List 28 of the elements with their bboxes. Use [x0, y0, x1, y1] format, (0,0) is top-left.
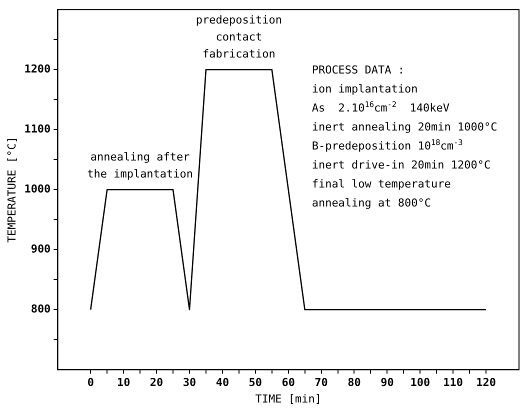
x-tick-label: 120: [476, 376, 496, 390]
annotation: inert drive-in 20min 1200°C: [312, 158, 491, 172]
x-tick-label: 10: [116, 376, 130, 390]
y-tick-label: 1200: [24, 62, 51, 76]
y-axis-title: TEMPERATURE [°C]: [5, 136, 18, 243]
x-tick-label: 50: [248, 376, 262, 390]
x-tick-label: 60: [282, 376, 295, 390]
x-tick-label: 20: [150, 376, 164, 390]
annotation: ion implantation: [312, 82, 418, 96]
y-tick-label: 1100: [24, 122, 51, 136]
y-tick-label: 1000: [24, 182, 51, 196]
x-tick-label: 110: [443, 376, 464, 390]
annotation: annealing at 800°C: [312, 196, 432, 210]
x-axis-title: TIME [min]: [255, 392, 322, 406]
x-tick-label: 80: [348, 376, 361, 390]
x-tick-label: 30: [182, 376, 196, 390]
x-tick-label: 70: [314, 376, 328, 390]
x-tick-label: 40: [216, 376, 230, 390]
y-tick-label: 800: [30, 302, 51, 316]
annotation: final low temperature: [312, 178, 451, 191]
annotation: PROCESS DATA :: [312, 64, 405, 77]
y-tick-label: 900: [30, 242, 51, 256]
annotation: annealing after the implantation: [87, 150, 194, 181]
annotation: predeposition contact fabrication: [196, 14, 282, 61]
x-tick-label: 90: [380, 376, 394, 390]
annotation: inert annealing 20min 1000°C: [312, 120, 498, 134]
x-tick-label: 0: [87, 376, 94, 390]
x-tick-label: 100: [410, 376, 430, 390]
